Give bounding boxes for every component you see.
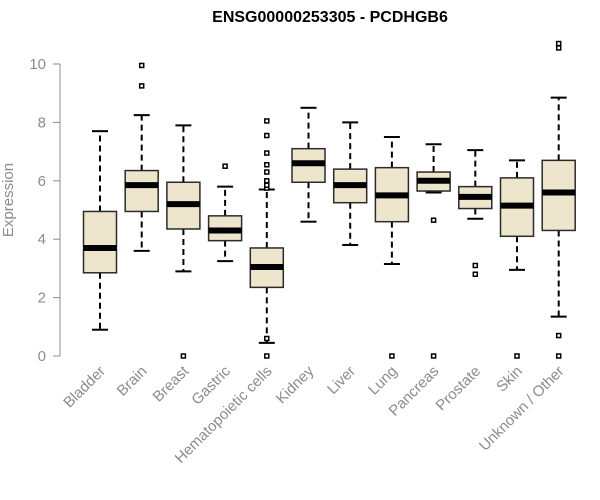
box-prostate [458,149,493,277]
x-tick-label: Prostate [433,363,485,415]
box-pancreas [416,143,451,359]
y-axis: 0 2 4 6 8 10 [29,56,61,365]
x-tick-label: Brain [114,363,151,400]
outlier-point [138,83,145,89]
box-unknown-other [541,40,576,359]
outlier-point [264,169,270,175]
box-iqr [82,210,118,274]
x-tick-label: Breast [150,362,193,405]
box-iqr [124,169,159,213]
outlier-point [472,262,479,269]
chart-title: ENSG00000253305 - PCDHGB6 [212,9,448,26]
outlier-point [472,271,479,277]
box-breast [166,124,201,359]
outlier-point [264,118,270,124]
y-axis-label: Expression [0,163,17,237]
outlier-point [555,40,562,47]
outlier-point [389,353,395,359]
outlier-point [138,62,145,69]
box-liver [332,121,368,247]
box-hematopoietic-cells [249,118,285,359]
outlier-point [264,335,270,342]
x-tick-label: Liver [324,363,359,398]
outlier-point [264,353,270,359]
outlier-point [555,45,562,51]
box-brain [124,62,159,252]
boxes-group [82,40,576,359]
box-gastric [207,163,243,263]
x-tick-label: Bladder [60,363,109,412]
outlier-point [264,182,270,188]
y-tick-label: 8 [38,114,46,131]
y-tick-label: 6 [38,173,46,190]
outlier-point [555,353,562,359]
x-tick-label: Skin [493,363,526,396]
outlier-point [264,150,270,156]
outlier-point [430,353,437,359]
outlier-point [514,353,520,359]
outlier-point [264,178,270,184]
outlier-point [180,353,187,359]
outlier-point [264,132,270,139]
x-tick-label: Kidney [273,362,318,407]
box-skin [499,159,535,359]
outlier-point [222,163,228,169]
box-lung [374,136,410,359]
outlier-point [264,161,270,168]
y-tick-label: 2 [38,290,46,307]
box-kidney [291,106,326,223]
y-tick-label: 10 [29,56,46,73]
x-tick-label: Lung [365,363,401,399]
y-tick-label: 0 [38,348,46,365]
y-tick-label: 4 [38,231,46,248]
outlier-point [430,217,437,223]
outlier-point [555,332,562,339]
box-bladder [82,130,118,331]
